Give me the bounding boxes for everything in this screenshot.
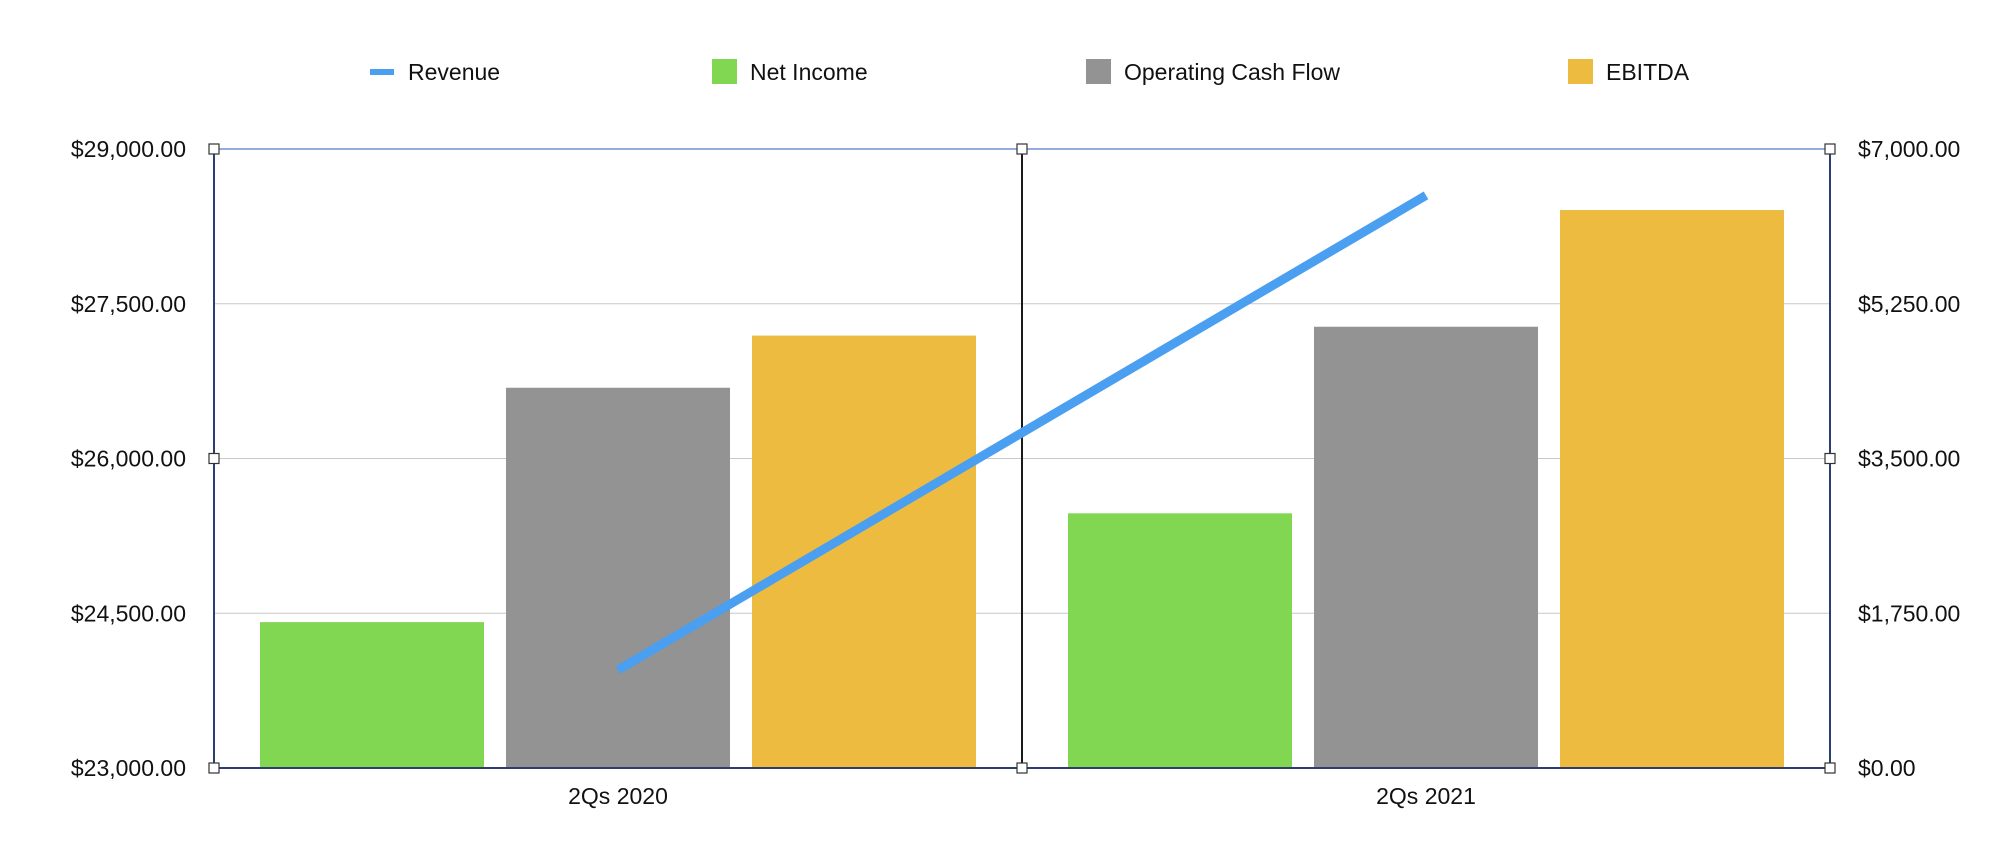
left-tick-label: $26,000.00	[71, 446, 186, 472]
legend-swatch-net-income	[712, 59, 737, 84]
line-revenue	[615, 191, 1429, 674]
selection-handles	[208, 143, 1836, 774]
legend-label-operating-cash-flow: Operating Cash Flow	[1124, 59, 1340, 85]
right-tick-label: $0.00	[1858, 755, 1916, 781]
bar-ebitda-1	[752, 335, 976, 768]
legend-label-ebitda: EBITDA	[1606, 59, 1690, 85]
selection-handle	[1824, 452, 1836, 465]
left-tick-label: $27,500.00	[71, 291, 186, 317]
right-tick-label: $5,250.00	[1858, 291, 1960, 317]
selection-handle	[1824, 762, 1836, 774]
category-label: 2Qs 2021	[1376, 783, 1476, 809]
right-tick-label: $1,750.00	[1858, 600, 1960, 626]
left-tick-label: $29,000.00	[71, 136, 186, 162]
legend-label-revenue: Revenue	[408, 59, 500, 85]
selection-handle	[1824, 143, 1836, 155]
bars	[260, 210, 1784, 768]
left-tick-label: $23,000.00	[71, 755, 186, 781]
legend-swatch-revenue	[370, 69, 394, 75]
selection-handle	[208, 452, 220, 465]
bar-operating-cash-flow-1	[506, 387, 730, 768]
bar-ebitda-2	[1560, 210, 1784, 768]
legend-swatch-ebitda	[1568, 59, 1593, 84]
selection-handle	[1016, 143, 1028, 155]
line-layer	[615, 191, 1429, 674]
bar-net-income-1	[260, 622, 484, 768]
selection-handle	[1016, 762, 1028, 774]
bar-operating-cash-flow-2	[1314, 326, 1538, 768]
legend-swatch-operating-cash-flow	[1086, 59, 1111, 84]
legend-label-net-income: Net Income	[750, 59, 868, 85]
right-tick-label: $3,500.00	[1858, 446, 1960, 472]
bar-net-income-2	[1068, 513, 1292, 768]
right-tick-label: $7,000.00	[1858, 136, 1960, 162]
legend: Revenue Net Income Operating Cash Flow EBIT…	[370, 59, 1690, 85]
x-axis: 2Qs 2020 2Qs 2021	[568, 783, 1476, 809]
right-axis: $0.00 $1,750.00 $3,500.00 $5,250.00 $7,000.0…	[1858, 136, 1960, 781]
left-tick-label: $24,500.00	[71, 600, 186, 626]
selection-handle	[208, 762, 220, 774]
left-axis: $23,000.00 $24,500.00 $26,000.00 $27,500.00…	[71, 136, 186, 781]
selection-handle	[208, 143, 220, 155]
category-label: 2Qs 2020	[568, 783, 668, 809]
